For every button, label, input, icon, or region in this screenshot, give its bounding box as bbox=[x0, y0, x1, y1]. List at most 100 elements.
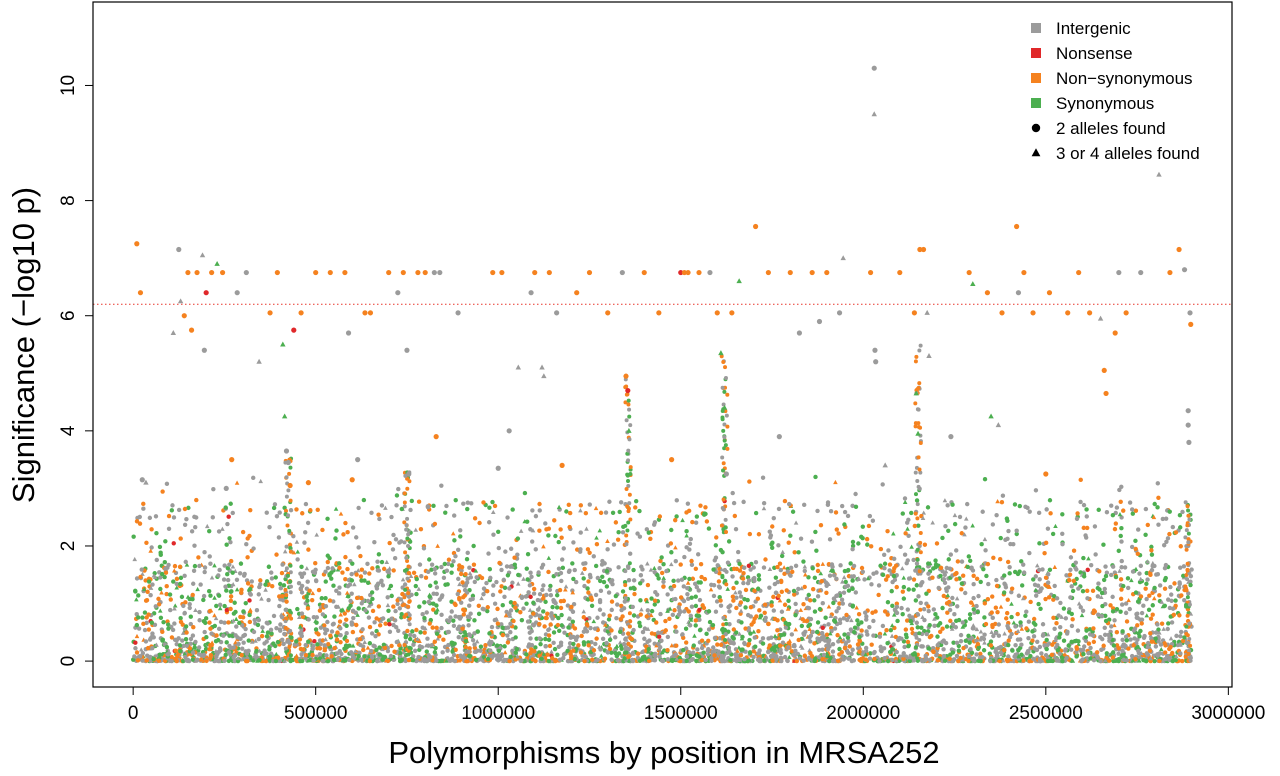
data-point bbox=[615, 657, 620, 663]
data-point bbox=[395, 601, 400, 607]
data-point bbox=[692, 633, 697, 638]
data-point bbox=[942, 658, 948, 663]
data-point bbox=[725, 560, 731, 565]
data-point bbox=[993, 605, 999, 610]
data-point bbox=[256, 592, 261, 597]
data-point bbox=[496, 648, 502, 653]
data-point bbox=[182, 573, 187, 578]
data-point bbox=[609, 628, 614, 633]
data-point bbox=[138, 647, 144, 652]
data-point bbox=[212, 563, 217, 568]
data-point bbox=[251, 546, 256, 551]
data-point bbox=[455, 626, 461, 632]
data-point bbox=[613, 520, 619, 525]
data-point bbox=[780, 549, 786, 554]
data-point bbox=[976, 593, 981, 599]
data-point bbox=[539, 656, 544, 661]
data-point bbox=[1074, 567, 1079, 572]
data-point bbox=[211, 486, 216, 492]
data-point bbox=[723, 632, 728, 637]
data-point bbox=[466, 649, 471, 654]
data-point bbox=[172, 621, 177, 626]
data-point bbox=[777, 561, 783, 566]
data-point bbox=[1163, 650, 1168, 655]
data-point bbox=[1178, 629, 1184, 635]
data-point bbox=[140, 650, 146, 656]
data-point bbox=[1111, 658, 1116, 664]
data-point bbox=[207, 608, 213, 614]
data-point bbox=[1047, 567, 1053, 573]
data-point bbox=[620, 530, 626, 535]
data-point bbox=[266, 597, 271, 603]
data-point bbox=[1188, 611, 1194, 616]
data-point bbox=[540, 587, 545, 593]
data-point bbox=[693, 566, 699, 571]
data-point bbox=[960, 657, 966, 662]
data-point bbox=[609, 657, 614, 662]
data-point bbox=[294, 539, 300, 544]
data-point bbox=[518, 610, 523, 615]
data-point bbox=[871, 571, 876, 576]
data-point bbox=[131, 534, 136, 539]
data-point bbox=[559, 612, 564, 618]
data-point bbox=[541, 651, 547, 656]
data-point bbox=[1039, 651, 1044, 656]
data-point bbox=[359, 657, 364, 662]
data-point bbox=[850, 503, 855, 509]
data-point bbox=[495, 606, 500, 612]
data-point bbox=[974, 603, 979, 609]
data-point bbox=[901, 639, 907, 644]
data-point bbox=[728, 603, 733, 608]
data-point bbox=[276, 535, 282, 540]
data-point bbox=[1134, 612, 1139, 617]
data-point bbox=[563, 584, 569, 589]
data-point bbox=[633, 505, 638, 510]
data-point bbox=[614, 643, 620, 648]
data-point bbox=[957, 514, 963, 520]
data-point bbox=[661, 575, 666, 580]
data-point bbox=[802, 653, 808, 658]
data-point bbox=[894, 610, 900, 616]
data-point bbox=[865, 576, 871, 581]
data-point bbox=[1026, 635, 1031, 641]
data-point bbox=[499, 622, 504, 627]
data-point bbox=[382, 654, 388, 660]
data-point bbox=[651, 657, 656, 663]
data-point bbox=[1110, 594, 1115, 600]
data-point bbox=[1061, 606, 1067, 611]
data-point bbox=[573, 637, 579, 643]
data-point bbox=[565, 648, 570, 654]
data-point bbox=[860, 524, 866, 529]
data-point bbox=[809, 539, 815, 544]
data-point bbox=[914, 583, 920, 588]
data-point bbox=[670, 657, 675, 663]
data-point bbox=[934, 541, 940, 546]
data-point bbox=[900, 611, 905, 617]
data-point bbox=[507, 613, 513, 618]
data-point bbox=[630, 658, 636, 664]
data-point bbox=[751, 619, 756, 625]
data-point bbox=[1084, 628, 1089, 633]
data-point bbox=[571, 576, 576, 582]
data-point bbox=[958, 655, 963, 661]
data-point bbox=[182, 506, 188, 512]
data-point bbox=[637, 623, 643, 629]
data-point bbox=[1007, 564, 1012, 570]
data-point bbox=[680, 632, 685, 637]
data-point bbox=[903, 627, 909, 632]
data-point bbox=[891, 612, 897, 617]
data-point bbox=[885, 599, 891, 605]
data-point bbox=[396, 486, 401, 492]
data-point bbox=[463, 645, 468, 650]
data-point bbox=[834, 609, 839, 614]
data-point bbox=[1069, 584, 1074, 589]
data-point bbox=[453, 647, 458, 653]
data-point bbox=[424, 610, 429, 615]
data-point bbox=[510, 507, 515, 512]
data-point bbox=[718, 598, 723, 603]
data-point bbox=[926, 571, 931, 576]
data-point bbox=[857, 638, 863, 644]
data-point bbox=[1131, 643, 1136, 648]
data-point bbox=[198, 657, 204, 662]
data-point bbox=[1135, 551, 1140, 557]
